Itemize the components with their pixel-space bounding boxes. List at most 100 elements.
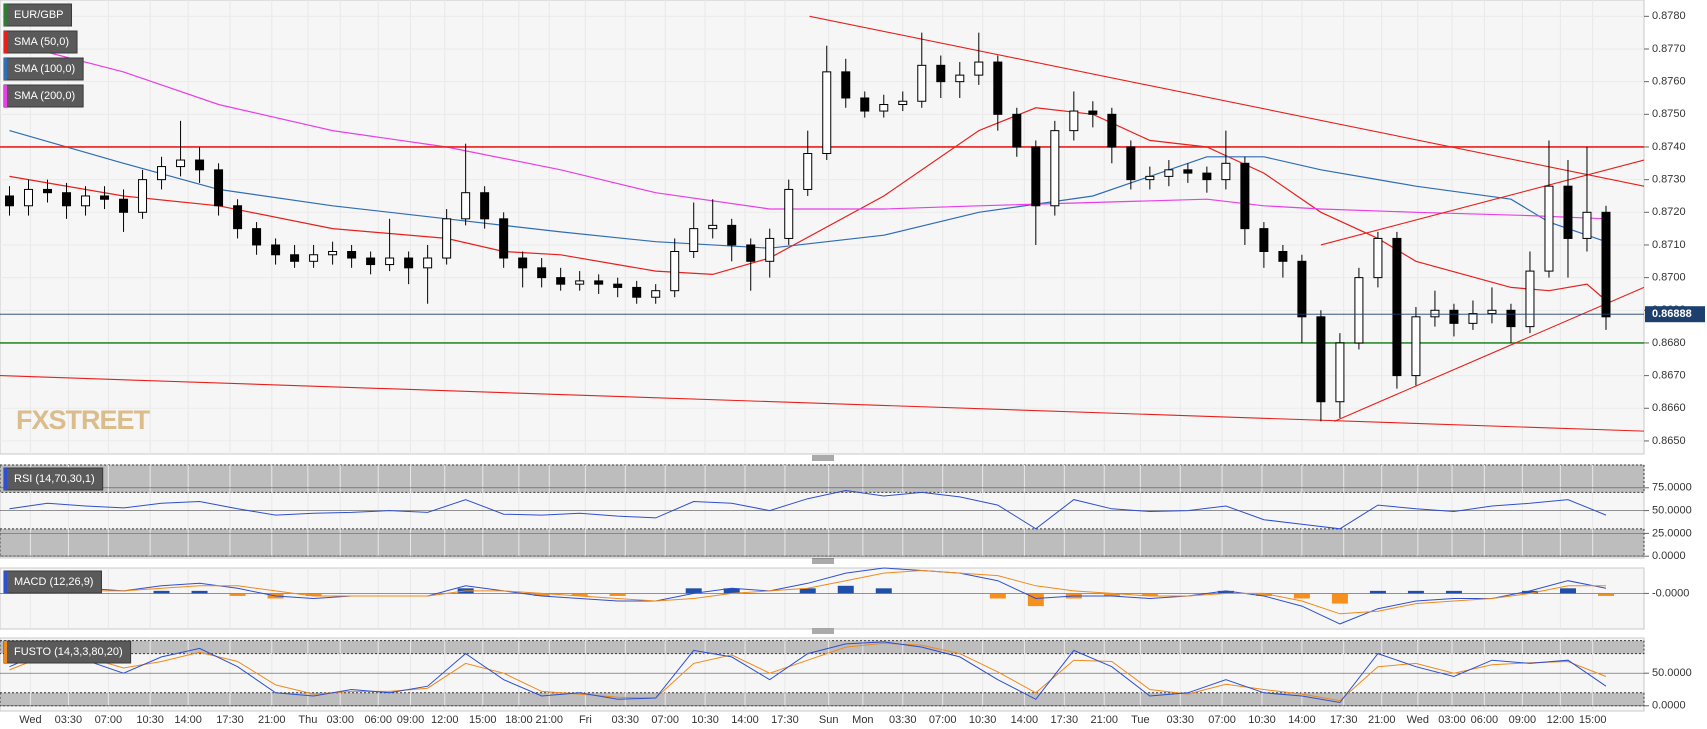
y-tick-label: 0.8720: [1652, 206, 1686, 218]
candle-body: [1183, 169, 1193, 174]
candle-body: [1221, 162, 1231, 181]
x-tick-label: 03:30: [55, 714, 83, 726]
candle-body: [936, 64, 946, 83]
candle-body: [1069, 110, 1079, 132]
x-tick-label: 17:30: [216, 714, 244, 726]
candle-body: [233, 205, 243, 230]
histogram-bar: [875, 588, 892, 594]
legend-label: FUSTO (14,3,3,80,20): [14, 646, 123, 658]
candle-body: [1297, 260, 1307, 318]
candle-body: [214, 169, 224, 207]
candle-body: [575, 280, 585, 285]
x-tick-label: 14:00: [1011, 714, 1039, 726]
candle-body: [81, 195, 91, 207]
candle-body: [385, 257, 395, 266]
x-tick-label: 21:00: [1368, 714, 1396, 726]
y-tick-label: 0.8710: [1652, 239, 1686, 251]
candle-body: [1525, 270, 1535, 328]
candle-body: [670, 250, 680, 292]
y-tick-label: 50.0000: [1652, 504, 1692, 516]
legend-label: SMA (100,0): [14, 63, 75, 75]
candle-body: [252, 228, 262, 246]
trend-line: [1320, 159, 1645, 246]
candle-body: [461, 192, 471, 220]
legend-label: MACD (12,26,9): [14, 576, 93, 588]
x-tick-label: 03:30: [889, 714, 917, 726]
y-tick-label: -0.0000: [1652, 587, 1689, 599]
x-tick-label: 21:00: [536, 714, 564, 726]
candle-body: [1354, 277, 1364, 344]
signal-line: [9, 569, 1606, 615]
candle-body: [993, 61, 1003, 115]
candle-body: [727, 224, 737, 246]
candle-body: [1601, 211, 1611, 318]
x-tick-label: 18:00: [505, 714, 533, 726]
histogram-bar: [837, 585, 854, 594]
histogram-bar: [1141, 593, 1158, 596]
x-tick-label: 21:00: [258, 714, 286, 726]
candle-body: [594, 280, 604, 285]
histogram-bar: [229, 593, 246, 596]
candle-body: [708, 224, 718, 230]
candle-body: [347, 250, 357, 259]
x-tick-label: 15:00: [1579, 714, 1607, 726]
histogram-bar: [571, 593, 588, 596]
y-tick-label: 0.8770: [1652, 43, 1686, 55]
candle-body: [1240, 162, 1250, 230]
candle-body: [1050, 130, 1060, 207]
y-tick-label: 0.8680: [1652, 337, 1686, 349]
y-tick-label: 25.0000: [1652, 527, 1692, 539]
candle-body: [765, 237, 775, 262]
candle-body: [1582, 211, 1592, 239]
candle-body: [442, 218, 452, 259]
x-tick-label: 12:00: [431, 714, 459, 726]
y-tick-label: 0.8740: [1652, 141, 1686, 153]
legend-swatch: [4, 85, 7, 107]
candle-body: [1544, 185, 1554, 272]
candle-body: [1373, 237, 1383, 279]
rsi-line: [9, 489, 1607, 530]
histogram-bar: [1369, 590, 1386, 594]
candle-body: [822, 71, 832, 155]
candle-body: [651, 290, 661, 298]
candle-body: [784, 188, 794, 239]
histogram-bar: [1103, 593, 1120, 596]
x-tick-label: 06:00: [364, 714, 392, 726]
candle-body: [366, 257, 376, 266]
x-tick-label: 17:30: [1051, 714, 1079, 726]
histogram-bar: [1255, 593, 1272, 596]
x-tick-label: Fri: [579, 714, 592, 726]
x-tick-label: 14:00: [1288, 714, 1316, 726]
candle-body: [1316, 316, 1326, 403]
candle-body: [1487, 309, 1497, 315]
candle-body: [24, 188, 34, 207]
x-tick-label: 07:00: [929, 714, 957, 726]
y-tick-label: 50.0000: [1652, 667, 1692, 679]
candle-body: [1126, 146, 1136, 181]
x-tick-label: Tue: [1131, 714, 1150, 726]
legend-swatch: [4, 468, 7, 490]
histogram-bar: [723, 588, 740, 594]
candle-body: [537, 267, 547, 279]
x-tick-label: Sun: [819, 714, 839, 726]
histogram-bar: [1597, 593, 1614, 596]
histogram-bar: [1331, 593, 1348, 604]
last-price-label: 0.86888: [1652, 308, 1692, 320]
x-tick-label: 14:00: [174, 714, 202, 726]
candle-body: [1563, 185, 1573, 239]
candle-body: [157, 166, 167, 181]
x-tick-label: 10:30: [1248, 714, 1276, 726]
candle-body: [1278, 250, 1288, 262]
histogram-bar: [191, 590, 208, 594]
candle-body: [328, 250, 338, 256]
candle-body: [290, 254, 300, 262]
candle-body: [271, 244, 281, 256]
candle-body: [613, 283, 623, 288]
macd-line: [9, 567, 1607, 625]
candle-body: [423, 257, 433, 269]
candle-body: [138, 179, 148, 213]
x-tick-label: 03:00: [326, 714, 354, 726]
legend-swatch: [4, 4, 7, 26]
watermark: FXSTREET: [16, 405, 151, 435]
candle-body: [955, 74, 965, 83]
